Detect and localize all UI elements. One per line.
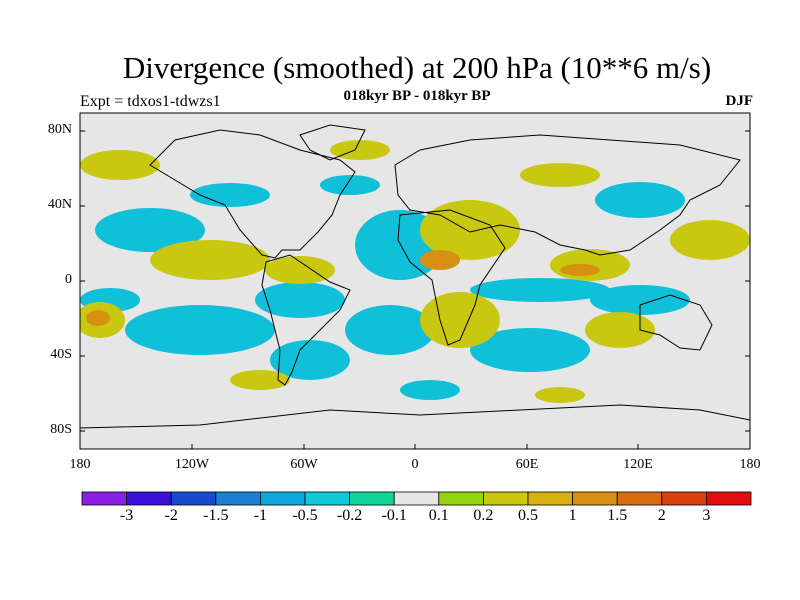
lat-tick-label: 40S bbox=[50, 347, 72, 362]
colorbar-box bbox=[661, 491, 707, 506]
field-patch bbox=[670, 220, 750, 260]
lat-tick-label: 0 bbox=[65, 272, 72, 287]
field-patch bbox=[400, 380, 460, 400]
colorbar-box bbox=[349, 491, 395, 506]
lon-tick-label: 0 bbox=[411, 457, 419, 472]
divergence-strong-patches bbox=[86, 250, 600, 326]
field-patch bbox=[270, 340, 350, 380]
colorbar-box bbox=[81, 491, 127, 506]
colorbar-label: 0.2 bbox=[473, 507, 494, 524]
season-label: DJF bbox=[725, 93, 754, 109]
colorbar-label: -1 bbox=[253, 507, 268, 524]
field-patch bbox=[265, 256, 335, 284]
field-patch bbox=[125, 305, 275, 355]
field-patch bbox=[595, 182, 685, 218]
field-patch bbox=[80, 150, 160, 180]
lon-tick-label: 120E bbox=[623, 457, 653, 472]
field-patch bbox=[590, 285, 690, 315]
colorbar-box bbox=[527, 491, 573, 506]
colorbar-box bbox=[259, 491, 306, 506]
field-patch bbox=[585, 312, 655, 348]
field-patch bbox=[420, 292, 500, 348]
colorbar-label: -2 bbox=[164, 507, 178, 524]
greenland-coast bbox=[299, 124, 366, 161]
africa-coast bbox=[397, 209, 506, 346]
colorbar-box bbox=[215, 491, 261, 506]
field-patch bbox=[190, 183, 270, 207]
divergence-field bbox=[80, 124, 750, 429]
south-america-coast bbox=[261, 254, 351, 386]
colorbar-label: 0.1 bbox=[428, 507, 449, 524]
field-patch bbox=[420, 200, 520, 260]
field-patch bbox=[345, 305, 435, 355]
experiment-label: Expt = tdxos1-tdwzs1 bbox=[80, 93, 221, 110]
colorbar bbox=[81, 491, 752, 506]
australia-coast bbox=[639, 294, 713, 351]
field-patch bbox=[420, 250, 460, 270]
colorbar-label: -3 bbox=[119, 507, 134, 524]
field-patch bbox=[560, 264, 600, 276]
colorbar-box bbox=[126, 491, 172, 506]
colorbar-label: 2 bbox=[657, 507, 666, 524]
axis-ticks bbox=[79, 130, 751, 449]
colorbar-box bbox=[616, 491, 663, 506]
colorbar-label: -0.5 bbox=[292, 507, 318, 524]
field-patch bbox=[520, 163, 600, 187]
antarctica-coast bbox=[80, 404, 750, 429]
colorbar-label: 0.5 bbox=[518, 507, 538, 524]
lon-tick-label: 60E bbox=[515, 457, 539, 472]
field-patch bbox=[150, 240, 270, 280]
lon-tick-label: 180 bbox=[739, 457, 761, 472]
lon-tick-label: 60W bbox=[290, 457, 318, 472]
field-patch bbox=[86, 310, 110, 326]
colorbar-box bbox=[170, 491, 217, 506]
lat-tick-label: 80S bbox=[50, 422, 72, 437]
field-patch bbox=[470, 278, 610, 302]
lon-tick-label: 180 bbox=[69, 457, 91, 472]
plot-subtitle: 018kyr BP - 018kyr BP bbox=[343, 88, 491, 104]
field-patch bbox=[95, 208, 205, 252]
field-patch bbox=[255, 282, 345, 318]
field-patch bbox=[320, 175, 380, 195]
field-patch bbox=[470, 328, 590, 372]
colorbar-box bbox=[304, 491, 350, 506]
field-patch bbox=[535, 387, 585, 403]
lon-tick-label: 120W bbox=[174, 457, 210, 472]
field-patch bbox=[230, 370, 290, 390]
colorbar-label: -0.1 bbox=[381, 507, 407, 524]
divergence-negative-patches bbox=[80, 175, 690, 400]
colorbar-label: 1 bbox=[568, 507, 577, 524]
lat-tick-label: 80N bbox=[47, 122, 72, 137]
eurasia-coast bbox=[394, 134, 741, 256]
plot-title: Divergence (smoothed) at 200 hPa (10**6 … bbox=[122, 50, 712, 85]
colorbar-label: 3 bbox=[702, 507, 711, 524]
field-patch bbox=[330, 140, 390, 160]
colorbar-label: -1.5 bbox=[203, 507, 229, 524]
colorbar-box bbox=[438, 491, 484, 506]
colorbar-box bbox=[393, 491, 440, 506]
lat-tick-label: 40N bbox=[47, 197, 72, 212]
colorbar-label: -0.2 bbox=[336, 507, 363, 524]
colorbar-box bbox=[482, 491, 529, 506]
coastlines bbox=[80, 124, 750, 429]
north-america-coast bbox=[149, 129, 356, 259]
colorbar-box bbox=[706, 491, 752, 506]
colorbar-box bbox=[572, 491, 618, 506]
colorbar-label: 1.5 bbox=[607, 507, 628, 524]
